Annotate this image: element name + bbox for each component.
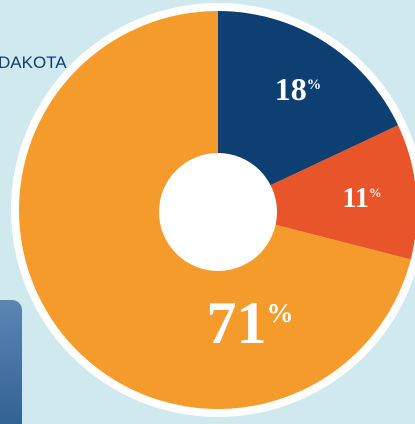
donut-hole (159, 153, 277, 271)
sector (218, 11, 399, 210)
value-label: 18% (275, 71, 321, 107)
header-text: DAKOTA (0, 53, 67, 72)
labels: 18% 11% 71% (207, 71, 382, 356)
side-panel (0, 300, 22, 424)
value-label: 11% (342, 183, 381, 214)
value-label: 71% (207, 290, 294, 356)
sector (218, 125, 415, 260)
